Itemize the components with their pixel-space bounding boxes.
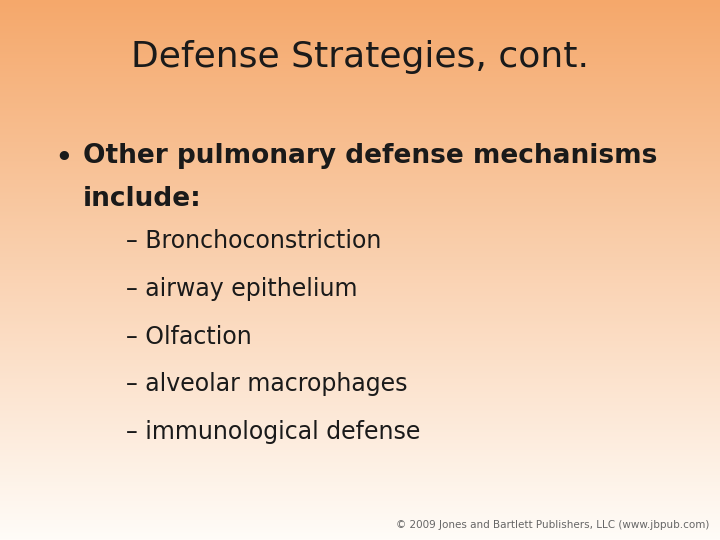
Text: – airway epithelium: – airway epithelium (126, 277, 358, 301)
Text: Defense Strategies, cont.: Defense Strategies, cont. (131, 40, 589, 73)
Text: – alveolar macrophages: – alveolar macrophages (126, 372, 408, 396)
Text: – Bronchoconstriction: – Bronchoconstriction (126, 230, 382, 253)
Text: – immunological defense: – immunological defense (126, 420, 420, 443)
Text: – Olfaction: – Olfaction (126, 325, 252, 348)
Text: © 2009 Jones and Bartlett Publishers, LLC (www.jbpub.com): © 2009 Jones and Bartlett Publishers, LL… (396, 520, 709, 530)
Text: include:: include: (83, 186, 202, 212)
Text: •: • (54, 143, 73, 174)
Text: Other pulmonary defense mechanisms: Other pulmonary defense mechanisms (83, 143, 657, 169)
